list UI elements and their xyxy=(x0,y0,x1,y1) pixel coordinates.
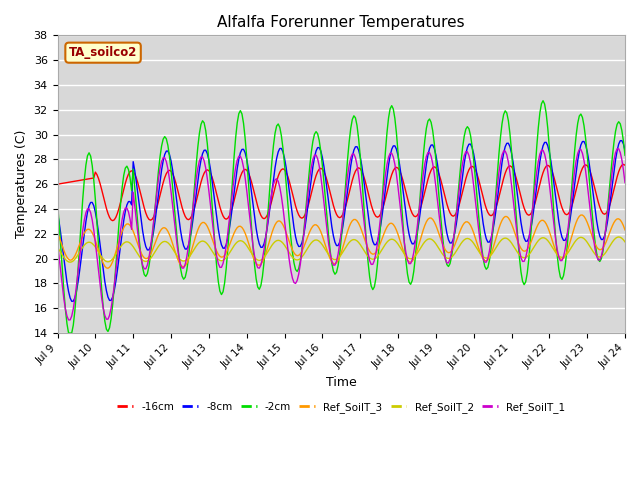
-8cm xyxy=(378,212,386,217)
Line: -2cm: -2cm xyxy=(58,101,625,333)
Ref_SoilT_2 xyxy=(67,259,74,265)
Ref_SoilT_2 xyxy=(410,254,418,260)
Line: Ref_SoilT_2: Ref_SoilT_2 xyxy=(58,237,625,262)
Ref_SoilT_2 xyxy=(397,246,405,252)
Ref_SoilT_2 xyxy=(615,234,623,240)
Ref_SoilT_3 xyxy=(577,212,585,218)
Ref_SoilT_3 xyxy=(378,235,386,241)
-2cm xyxy=(65,330,72,336)
Line: -16cm: -16cm xyxy=(58,164,625,221)
Ref_SoilT_3 xyxy=(621,227,629,233)
Ref_SoilT_2 xyxy=(621,239,629,245)
Ref_SoilT_3 xyxy=(554,252,561,257)
-16cm xyxy=(378,207,386,213)
-8cm xyxy=(54,210,61,216)
Ref_SoilT_1 xyxy=(161,155,168,161)
Line: Ref_SoilT_3: Ref_SoilT_3 xyxy=(58,215,625,268)
-2cm xyxy=(71,308,79,313)
-16cm xyxy=(161,175,168,180)
-2cm xyxy=(161,134,168,140)
-2cm xyxy=(410,268,418,274)
-2cm xyxy=(397,195,405,201)
-8cm xyxy=(618,138,626,144)
Ref_SoilT_1 xyxy=(621,180,629,186)
-16cm xyxy=(620,161,627,167)
Ref_SoilT_1 xyxy=(397,213,405,218)
Ref_SoilT_1 xyxy=(71,296,79,301)
-16cm xyxy=(70,179,77,184)
-16cm xyxy=(621,162,629,168)
Ref_SoilT_1 xyxy=(54,240,61,246)
Ref_SoilT_3 xyxy=(410,256,418,262)
-8cm xyxy=(554,207,561,213)
Line: -8cm: -8cm xyxy=(58,141,625,301)
-2cm xyxy=(378,195,386,201)
Y-axis label: Temperatures (C): Temperatures (C) xyxy=(15,130,28,239)
Ref_SoilT_1 xyxy=(615,146,623,152)
-16cm xyxy=(397,172,405,178)
Ref_SoilT_2 xyxy=(161,239,168,244)
-16cm xyxy=(410,213,418,219)
-2cm xyxy=(539,98,547,104)
Legend: -16cm, -8cm, -2cm, Ref_SoilT_3, Ref_SoilT_2, Ref_SoilT_1: -16cm, -8cm, -2cm, Ref_SoilT_3, Ref_Soil… xyxy=(113,398,570,417)
-8cm xyxy=(71,295,79,301)
-8cm xyxy=(397,173,405,179)
-2cm xyxy=(555,266,563,272)
-8cm xyxy=(161,152,168,157)
X-axis label: Time: Time xyxy=(326,376,356,389)
Ref_SoilT_2 xyxy=(54,245,61,251)
Title: Alfalfa Forerunner Temperatures: Alfalfa Forerunner Temperatures xyxy=(218,15,465,30)
-8cm xyxy=(410,241,418,247)
-16cm xyxy=(554,187,561,193)
-8cm xyxy=(68,299,76,304)
-2cm xyxy=(54,200,61,206)
-2cm xyxy=(621,153,629,158)
Ref_SoilT_2 xyxy=(554,252,561,257)
Ref_SoilT_3 xyxy=(54,230,61,236)
Text: TA_soilco2: TA_soilco2 xyxy=(69,46,137,59)
Ref_SoilT_1 xyxy=(65,317,72,323)
Ref_SoilT_3 xyxy=(397,241,405,247)
Ref_SoilT_1 xyxy=(378,199,386,204)
Ref_SoilT_2 xyxy=(378,246,386,252)
-8cm xyxy=(621,147,629,153)
-16cm xyxy=(109,218,116,224)
Ref_SoilT_3 xyxy=(161,225,168,231)
Ref_SoilT_3 xyxy=(70,255,77,261)
Ref_SoilT_1 xyxy=(410,250,418,255)
-16cm xyxy=(54,181,61,187)
Ref_SoilT_3 xyxy=(104,265,112,271)
Ref_SoilT_1 xyxy=(554,247,561,252)
Ref_SoilT_2 xyxy=(71,256,79,262)
Line: Ref_SoilT_1: Ref_SoilT_1 xyxy=(58,149,625,320)
